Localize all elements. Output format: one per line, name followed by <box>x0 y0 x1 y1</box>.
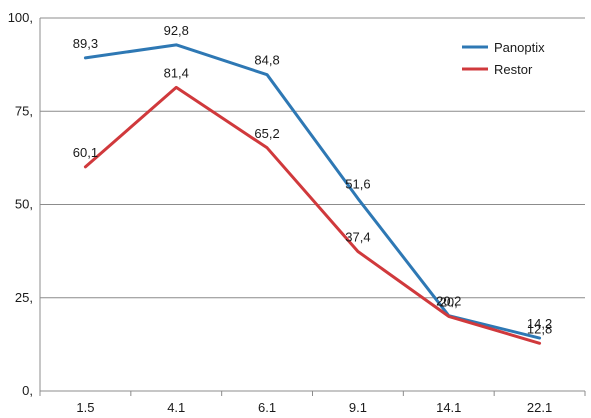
y-tick-label: 0, <box>22 383 33 398</box>
y-tick-label: 50, <box>15 197 33 212</box>
grid-lines <box>40 18 585 298</box>
legend-label: Panoptix <box>494 40 545 55</box>
x-tick-label: 6.1 <box>258 400 276 415</box>
y-tick-label: 100, <box>8 10 33 25</box>
y-tick-label: 75, <box>15 103 33 118</box>
x-tick-label: 1.5 <box>76 400 94 415</box>
data-label-restor: 12,8 <box>527 321 552 336</box>
data-label-panoptix: 84,8 <box>254 53 279 68</box>
data-label-restor: 65,2 <box>254 126 279 141</box>
series-lines <box>85 45 539 343</box>
data-label-panoptix: 51,6 <box>345 177 370 192</box>
data-label-panoptix: 92,8 <box>164 23 189 38</box>
x-tick-label: 9.1 <box>349 400 367 415</box>
series-line-panoptix <box>85 45 539 338</box>
data-label-restor: 20, <box>440 294 458 309</box>
legend-label: Restor <box>494 62 533 77</box>
x-tick-label: 4.1 <box>167 400 185 415</box>
data-label-restor: 60,1 <box>73 145 98 160</box>
y-tick-label: 25, <box>15 290 33 305</box>
x-tick-label: 14.1 <box>436 400 461 415</box>
x-tick-labels: 1.5 4.1 6.1 9.1 14.1 22.1 <box>76 400 552 415</box>
series-line-restor <box>85 87 539 343</box>
data-label-restor: 37,4 <box>345 229 370 244</box>
data-label-panoptix: 89,3 <box>73 36 98 51</box>
legend: Panoptix Restor <box>462 40 545 77</box>
x-tick-label: 22.1 <box>527 400 552 415</box>
y-tick-labels: 0, 25, 50, 75, 100, <box>8 10 33 398</box>
data-label-restor: 81,4 <box>164 65 189 80</box>
